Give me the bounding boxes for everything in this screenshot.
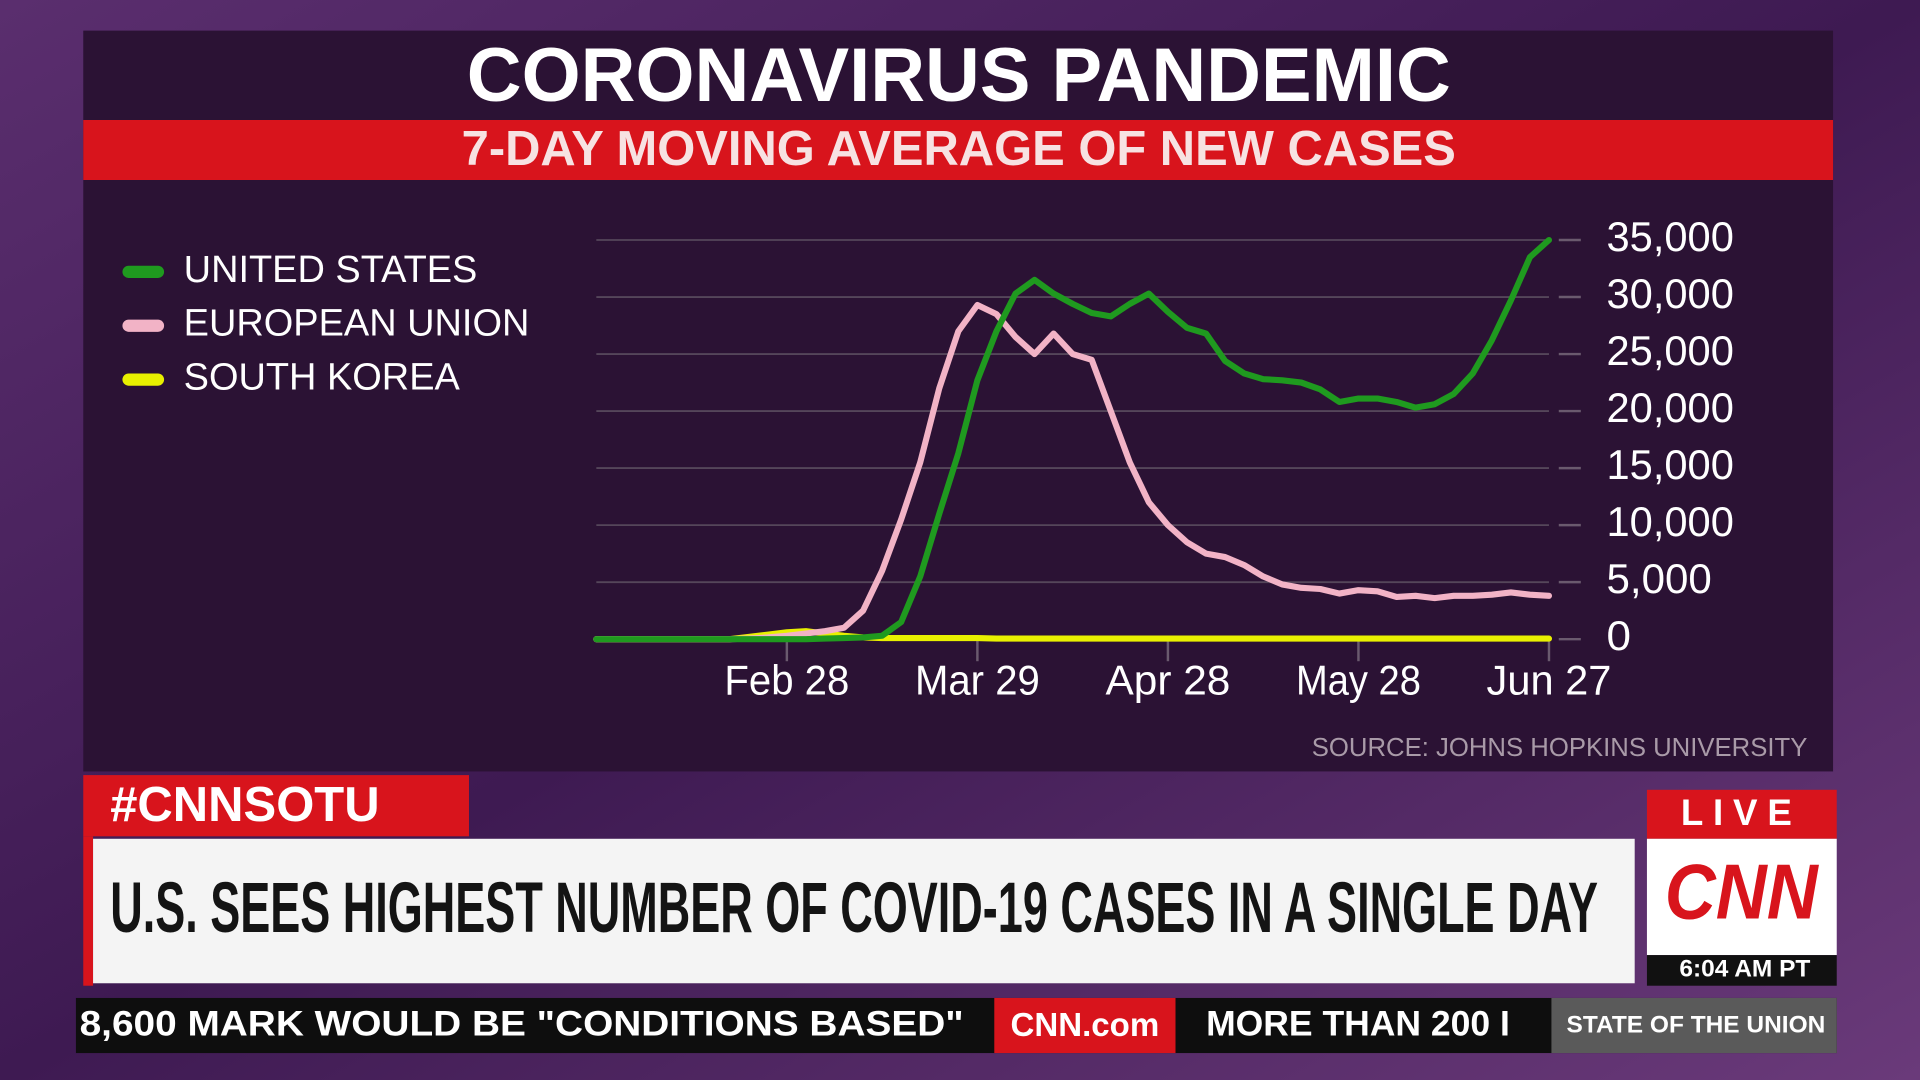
ticker-brand: CNN.com <box>1011 1007 1160 1044</box>
ticker-next-clip: MORE THAN 200 I <box>1206 1003 1510 1043</box>
logo-box <box>1646 838 1837 956</box>
plot: 0 5,000 10,000 15,000 20,000 25,000 30,000 35,0… <box>122 213 1734 703</box>
headline-accent <box>83 836 94 986</box>
show-box <box>1551 997 1837 1054</box>
chart-title: CORONAVIRUS PANDEMIC <box>467 33 1451 118</box>
series-line <box>593 236 1553 643</box>
y-tick-label: 0 <box>1607 612 1631 659</box>
show-name: STATE OF THE UNION <box>1567 1012 1826 1039</box>
x-tick-label: Apr 28 <box>1105 656 1230 703</box>
ticker-next: MORE THAN 200 I <box>1206 1003 1510 1043</box>
live-label: LIVE <box>1681 792 1802 833</box>
x-tick-label: May 28 <box>1296 656 1421 703</box>
legend-label: UNITED STATES <box>184 249 478 291</box>
hashtag-tab <box>83 775 469 837</box>
legend-swatch <box>122 265 165 278</box>
legend-label: SOUTH KOREA <box>184 357 461 399</box>
x-tick-label: Mar 29 <box>915 656 1040 703</box>
y-tick-label: 35,000 <box>1607 213 1734 260</box>
x-tick-label: Jun 27 <box>1487 656 1612 703</box>
legend-swatch <box>122 319 165 332</box>
headline-bar <box>93 838 1635 984</box>
y-tick-label: 10,000 <box>1607 498 1734 545</box>
y-tick-label: 15,000 <box>1607 441 1734 488</box>
y-tick-label: 30,000 <box>1607 270 1734 317</box>
ticker-brand-box <box>994 997 1176 1054</box>
headline: U.S. SEES HIGHEST NUMBER OF COVID-19 CAS… <box>110 869 1598 948</box>
legend-label: EUROPEAN UNION <box>184 303 530 345</box>
y-tick-label: 5,000 <box>1607 555 1712 602</box>
legend-swatch <box>122 373 165 386</box>
time-box <box>1646 955 1837 986</box>
y-tick-label: 25,000 <box>1607 327 1734 374</box>
source-note: SOURCE: JOHNS HOPKINS UNIVERSITY <box>1312 734 1808 762</box>
ticker-bar <box>75 997 1837 1054</box>
chart-subtitle: 7-DAY MOVING AVERAGE OF NEW CASES <box>462 122 1456 176</box>
subtitle-bar <box>83 120 1834 180</box>
x-tick-label: Feb 28 <box>724 656 849 703</box>
ticker-text: 8,600 MARK WOULD BE "CONDITIONS BASED" <box>80 1003 964 1043</box>
hashtag: #CNNSOTU <box>110 778 379 832</box>
network-logo: CNN <box>1665 847 1819 935</box>
live-box <box>1646 789 1837 839</box>
clock: 6:04 AM PT <box>1679 955 1810 982</box>
y-tick-label: 20,000 <box>1607 384 1734 431</box>
